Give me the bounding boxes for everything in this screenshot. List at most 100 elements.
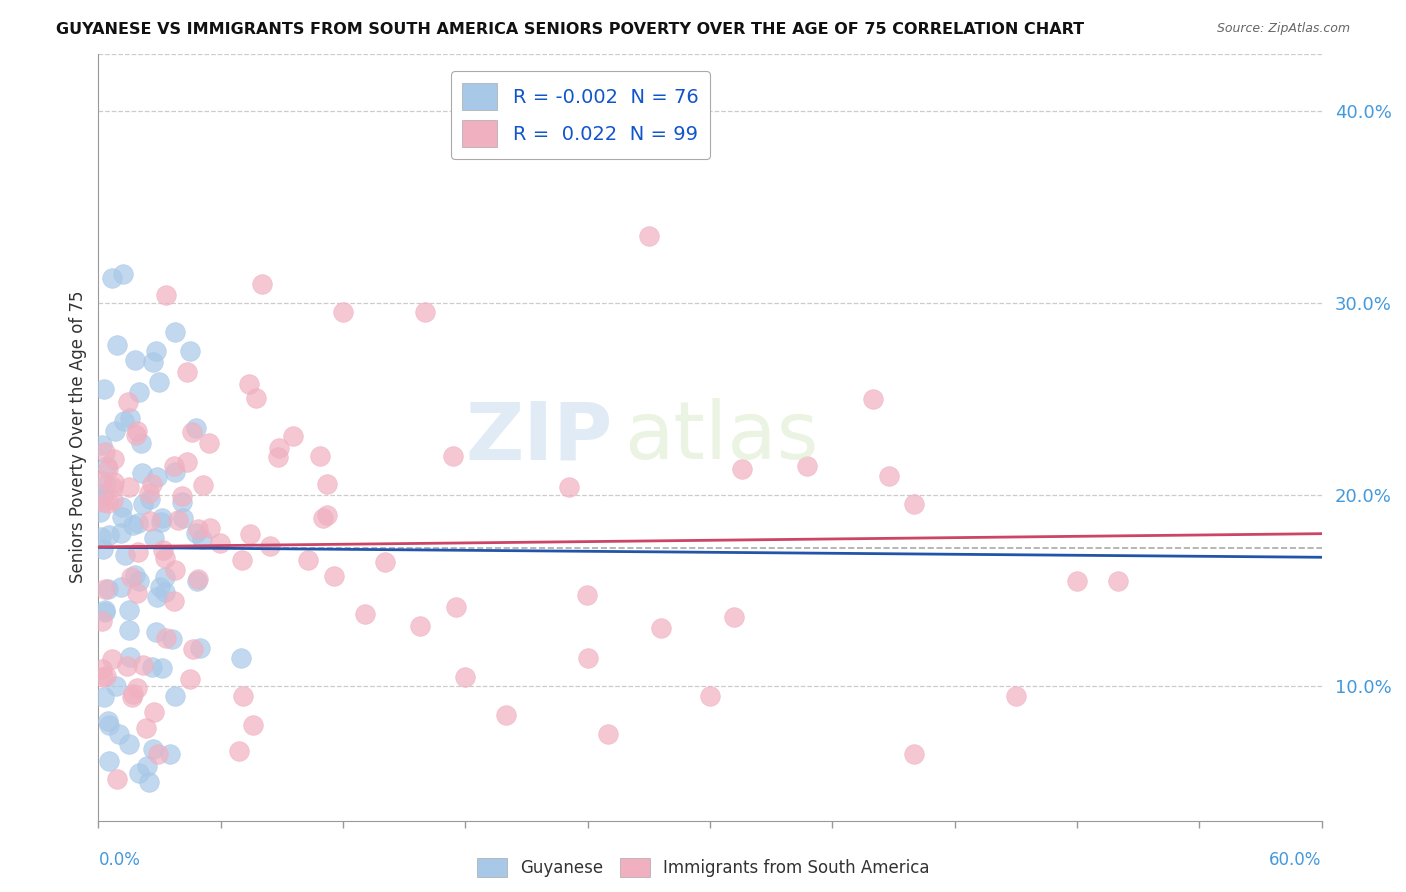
Point	[159, 747, 181, 761]
Point	[155, 288, 177, 302]
Point	[138, 775, 160, 789]
Point	[576, 650, 599, 665]
Point	[121, 687, 143, 701]
Point	[163, 593, 186, 607]
Point	[94, 669, 117, 683]
Point	[191, 477, 214, 491]
Point	[108, 727, 131, 741]
Text: atlas: atlas	[624, 398, 818, 476]
Point	[186, 574, 208, 588]
Point	[118, 650, 141, 665]
Point	[546, 143, 568, 157]
Point	[155, 550, 177, 565]
Point	[142, 354, 165, 368]
Point	[232, 689, 254, 703]
Point	[118, 737, 141, 751]
Point	[558, 480, 581, 494]
Legend: R = -0.002  N = 76, R =  0.022  N = 99: R = -0.002 N = 76, R = 0.022 N = 99	[451, 70, 710, 159]
Point	[128, 574, 150, 589]
Point	[413, 305, 436, 319]
Point	[96, 459, 118, 474]
Point	[110, 526, 132, 541]
Point	[98, 528, 121, 542]
Point	[444, 600, 467, 615]
Point	[149, 581, 172, 595]
Point	[153, 585, 176, 599]
Point	[111, 500, 134, 515]
Text: Source: ZipAtlas.com: Source: ZipAtlas.com	[1216, 22, 1350, 36]
Point	[120, 570, 142, 584]
Point	[145, 470, 167, 484]
Point	[163, 465, 186, 479]
Point	[118, 623, 141, 637]
Point	[150, 511, 173, 525]
Point	[316, 477, 339, 491]
Point	[903, 747, 925, 761]
Point	[162, 632, 184, 646]
Point	[121, 518, 143, 533]
Point	[322, 569, 344, 583]
Point	[117, 603, 139, 617]
Point	[191, 533, 214, 547]
Point	[138, 514, 160, 528]
Point	[198, 436, 221, 450]
Point	[132, 657, 155, 672]
Point	[181, 425, 204, 440]
Point	[231, 650, 253, 665]
Point	[91, 670, 114, 684]
Point	[231, 552, 253, 566]
Point	[117, 395, 139, 409]
Point	[267, 442, 290, 456]
Point	[332, 305, 354, 319]
Point	[1066, 574, 1088, 588]
Point	[118, 480, 141, 494]
Point	[796, 458, 818, 473]
Point	[283, 428, 305, 442]
Point	[139, 492, 162, 507]
Point	[100, 271, 122, 285]
Point	[454, 670, 477, 684]
Point	[141, 476, 163, 491]
Point	[163, 325, 186, 339]
Point	[166, 513, 188, 527]
Point	[242, 718, 264, 732]
Point	[165, 563, 187, 577]
Point	[132, 497, 155, 511]
Point	[187, 572, 209, 586]
Point	[93, 382, 115, 396]
Point	[101, 493, 124, 508]
Point	[172, 495, 194, 509]
Point	[238, 377, 260, 392]
Point	[111, 267, 134, 281]
Point	[879, 468, 901, 483]
Point	[97, 717, 120, 731]
Point	[145, 624, 167, 639]
Point	[187, 522, 209, 536]
Point	[172, 511, 194, 525]
Point	[89, 505, 111, 519]
Point	[101, 651, 124, 665]
Point	[576, 588, 599, 602]
Point	[127, 586, 149, 600]
Point	[111, 510, 134, 524]
Point	[146, 747, 169, 762]
Point	[176, 455, 198, 469]
Point	[131, 467, 153, 481]
Point	[93, 582, 115, 597]
Point	[150, 661, 173, 675]
Point	[250, 277, 273, 291]
Point	[186, 526, 208, 541]
Point	[148, 376, 170, 390]
Point	[155, 631, 177, 645]
Legend: Guyanese, Immigrants from South America: Guyanese, Immigrants from South America	[470, 851, 936, 884]
Point	[93, 486, 115, 500]
Point	[188, 641, 212, 656]
Point	[127, 516, 149, 530]
Point	[354, 607, 377, 622]
Point	[127, 545, 149, 559]
Point	[97, 714, 120, 729]
Point	[138, 486, 160, 500]
Y-axis label: Seniors Poverty Over the Age of 75: Seniors Poverty Over the Age of 75	[69, 291, 87, 583]
Text: 60.0%: 60.0%	[1270, 851, 1322, 869]
Text: 0.0%: 0.0%	[98, 851, 141, 869]
